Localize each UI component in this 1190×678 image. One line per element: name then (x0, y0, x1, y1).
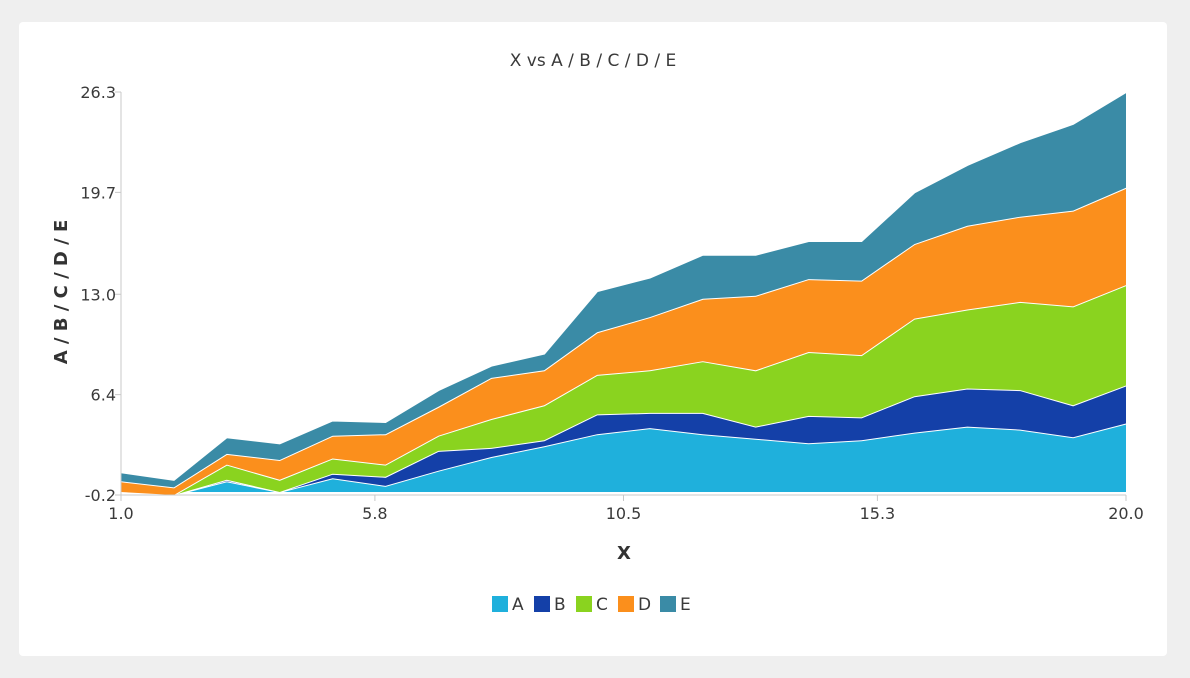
y-tick-label: 13.0 (80, 285, 116, 304)
y-tick-label: -0.2 (85, 486, 116, 505)
legend-swatch (492, 596, 508, 612)
legend-label: D (638, 595, 651, 615)
area-series-c (121, 285, 1126, 495)
legend-item-e[interactable]: E (660, 595, 691, 615)
legend-label: C (596, 595, 608, 615)
legend-label: A (512, 595, 524, 615)
legend-label: B (554, 595, 566, 615)
legend-label: E (680, 595, 691, 615)
legend-swatch (576, 596, 592, 612)
x-tick-label: 1.0 (108, 504, 133, 523)
legend-swatch (534, 596, 550, 612)
area-edge-e (120, 91, 1127, 481)
plot-areas (120, 91, 1127, 497)
legend: A B C D E (492, 595, 691, 615)
x-tick-label: 20.0 (1108, 504, 1144, 523)
legend-swatch (660, 596, 676, 612)
x-tick-label: 5.8 (362, 504, 387, 523)
y-tick-label: 26.3 (80, 83, 116, 102)
area-series-e (121, 92, 1126, 488)
axes: 1.0 5.8 10.5 15.3 20.0 -0.2 6.4 13.0 19.7 26.3 (80, 83, 1143, 523)
legend-item-a[interactable]: A (492, 595, 524, 615)
chart-card: X vs A / B / C / D / E 1.0 5.8 10.5 15.3 20.… (19, 22, 1167, 656)
area-series-d (121, 187, 1126, 496)
y-axis-title: A / B / C / D / E (51, 220, 72, 365)
legend-swatch (618, 596, 634, 612)
chart-title: X vs A / B / C / D / E (510, 51, 677, 71)
area-edge-d (120, 186, 1127, 489)
y-tick-label: 19.7 (80, 183, 116, 202)
x-tick-label: 15.3 (860, 504, 896, 523)
x-tick-label: 10.5 (606, 504, 642, 523)
legend-item-c[interactable]: C (576, 595, 608, 615)
legend-item-d[interactable]: D (618, 595, 651, 615)
y-tick-label: 6.4 (91, 386, 116, 405)
area-series-a (121, 423, 1126, 495)
legend-item-b[interactable]: B (534, 595, 566, 615)
x-axis-title: X (617, 543, 631, 564)
stacked-area-chart: X vs A / B / C / D / E 1.0 5.8 10.5 15.3 20.… (51, 51, 1144, 615)
